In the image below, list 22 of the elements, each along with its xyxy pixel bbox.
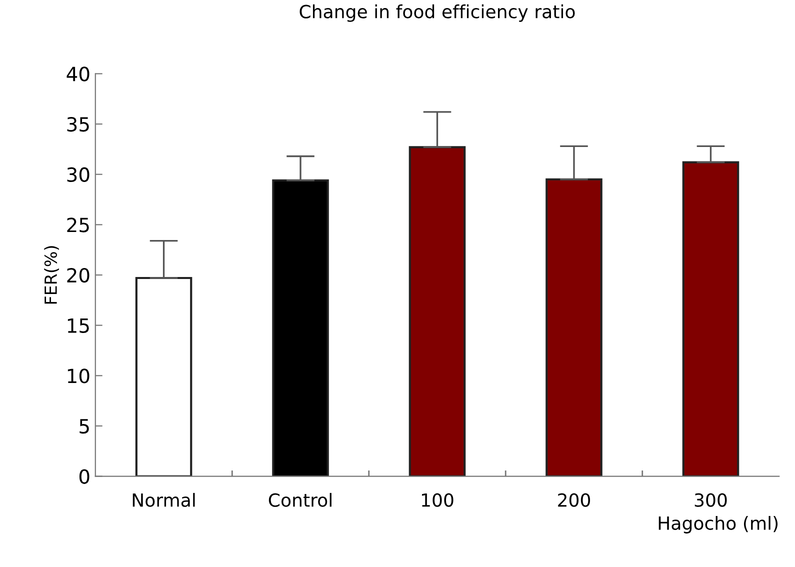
y-tick-label: 30 <box>67 167 90 182</box>
bar <box>682 161 740 476</box>
x-tick-label: 100 <box>422 493 454 507</box>
y-tick-label: 5 <box>80 419 89 434</box>
chart-title: Change in food efficiency ratio <box>300 4 575 22</box>
bar <box>135 276 192 476</box>
y-tick-label: 0 <box>79 469 90 484</box>
bar <box>546 178 602 476</box>
x-axis-title: Hagocho (ml) <box>658 516 778 534</box>
bar <box>272 179 329 476</box>
x-tick-label: Control <box>268 492 332 507</box>
y-tick-label: 40 <box>66 66 90 82</box>
y-tick-label: 20 <box>67 268 90 283</box>
y-tick-label: 15 <box>68 318 89 333</box>
y-tick-label: 10 <box>68 368 90 384</box>
y-tick-label: 35 <box>67 116 89 132</box>
bar <box>408 146 466 476</box>
x-tick-label: 200 <box>558 493 590 507</box>
x-tick-label: Normal <box>132 492 195 507</box>
x-tick-label: 300 <box>694 493 727 507</box>
y-tick-label: 25 <box>67 218 89 232</box>
y-axis-title: FER(%) <box>44 246 59 304</box>
